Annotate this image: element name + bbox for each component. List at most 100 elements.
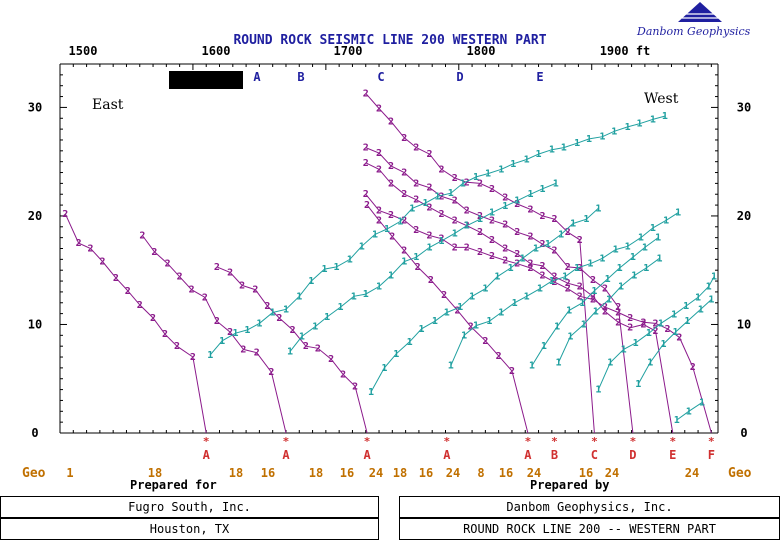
data-point: 2	[363, 189, 369, 200]
data-point: 1	[595, 385, 601, 396]
data-point: 2	[489, 215, 495, 226]
y-tick-label-right: 0	[740, 426, 747, 440]
data-point: 2	[627, 323, 633, 334]
data-point: 1	[566, 305, 572, 316]
data-point: 2	[254, 348, 260, 359]
client-name-box: Fugro South, Inc.	[0, 496, 379, 518]
data-point: 2	[514, 227, 520, 238]
data-point: 2	[441, 290, 447, 301]
data-point: 2	[482, 336, 488, 347]
data-point: 2	[427, 183, 433, 194]
data-point: 1	[376, 281, 382, 292]
data-point: 1	[256, 318, 262, 329]
data-point: 2	[676, 332, 682, 343]
data-point: 1	[655, 233, 661, 244]
top-axis-label: 1600	[202, 44, 231, 58]
data-point: 2	[615, 302, 621, 313]
data-point: 2	[551, 246, 557, 257]
data-point: 1	[388, 271, 394, 282]
data-point: 2	[464, 242, 470, 253]
series-line	[366, 204, 529, 434]
data-point: 2	[427, 230, 433, 241]
data-point: 1	[660, 339, 666, 350]
data-point: 1	[656, 253, 662, 264]
y-tick-label-right: 20	[737, 209, 751, 223]
geo-numbers: 1 18 18 16 18 16 24 18 16 24 8 16 24 16 24 24	[66, 466, 699, 480]
data-point: 2	[502, 244, 508, 255]
data-point: 2	[565, 262, 571, 273]
data-point: 1	[675, 208, 681, 219]
data-point: 1	[606, 295, 612, 306]
data-point: 1	[322, 264, 328, 275]
data-point: 1	[308, 276, 314, 287]
y-tick-label-right: 30	[737, 100, 751, 114]
data-point: 1	[587, 259, 593, 270]
data-point: 1	[502, 201, 508, 212]
data-point: 2	[540, 211, 546, 222]
data-point: 1	[621, 344, 627, 355]
shot-star: *	[525, 435, 532, 448]
shot-letter: C	[377, 70, 384, 84]
data-point: 2	[590, 291, 596, 302]
data-point: 2	[315, 343, 321, 354]
data-point: 2	[240, 344, 246, 355]
data-point: 1	[699, 398, 705, 409]
data-point: 1	[617, 263, 623, 274]
data-point: 2	[100, 257, 106, 268]
shot-label: A	[203, 448, 211, 462]
data-point: 1	[593, 306, 599, 317]
data-point: 1	[324, 312, 330, 323]
shot-label: E	[669, 448, 676, 462]
geo-number: 8	[477, 466, 484, 480]
series-line	[216, 266, 368, 434]
data-point: 1	[647, 357, 653, 368]
data-point: 2	[565, 284, 571, 295]
data-point: 1	[520, 253, 526, 264]
data-point: 1	[452, 228, 458, 239]
geo-number: 24	[527, 466, 541, 480]
y-tick-label-right: 10	[737, 317, 751, 331]
redaction-box	[169, 71, 243, 89]
data-point: 1	[642, 242, 648, 253]
data-point: 2	[415, 262, 421, 273]
y-tick-label-left: 20	[28, 209, 42, 223]
east-label: East	[92, 97, 124, 113]
series-line	[209, 115, 665, 356]
data-point: 1	[528, 189, 534, 200]
logo: Danbom Geophysics	[636, 2, 751, 38]
data-point: 1	[613, 245, 619, 256]
shot-star: *	[364, 435, 371, 448]
data-point: 1	[359, 241, 365, 252]
data-point: 2	[239, 280, 245, 291]
data-point: 2	[162, 329, 168, 340]
data-point: 1	[485, 169, 491, 180]
data-point: 2	[528, 232, 534, 243]
geo-number: 16	[419, 466, 433, 480]
data-point: 1	[498, 308, 504, 319]
client-name: Fugro South, Inc.	[128, 500, 251, 514]
data-point: 1	[638, 233, 644, 244]
data-point: 1	[524, 155, 530, 166]
data-point: 1	[461, 330, 467, 341]
project-name-box: ROUND ROCK LINE 200 -- WESTERN PART	[399, 518, 780, 540]
series-line	[370, 207, 599, 393]
data-point: 1	[524, 291, 530, 302]
data-point: 1	[510, 159, 516, 170]
shot-letters: A B C D E	[253, 70, 543, 84]
data-point: 2	[88, 244, 94, 255]
data-point: 2	[137, 300, 143, 311]
data-point: 2	[401, 189, 407, 200]
series-teal: 111	[674, 398, 705, 426]
data-point: 1	[529, 361, 535, 372]
data-point: 2	[438, 209, 444, 220]
geo-right-label: Geo	[728, 466, 752, 481]
data-point: 1	[558, 229, 564, 240]
data-point: 2	[264, 301, 270, 312]
data-point: 1	[549, 276, 555, 287]
series-line	[531, 237, 659, 366]
data-point: 1	[574, 263, 580, 274]
